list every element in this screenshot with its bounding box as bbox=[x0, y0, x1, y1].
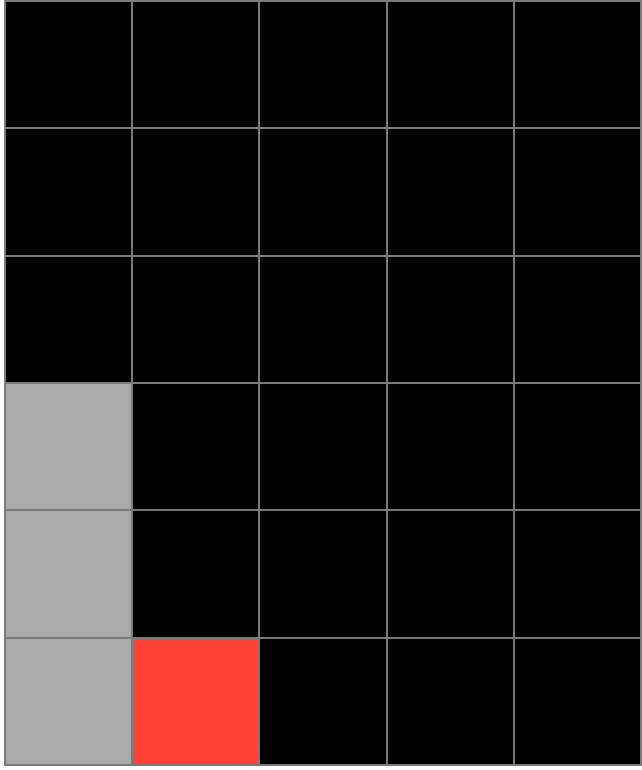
grid-cell-r3-c3[interactable] bbox=[387, 384, 513, 510]
grid-cell-r0-c0[interactable] bbox=[6, 2, 132, 128]
grid-cell-r0-c2[interactable] bbox=[260, 2, 386, 128]
grid-cell-r3-c1[interactable] bbox=[133, 384, 259, 510]
grid-cell-r0-c4[interactable] bbox=[514, 2, 640, 128]
grid-cell-r4-c0-gray[interactable] bbox=[6, 511, 132, 637]
grid-cell-r4-c1[interactable] bbox=[133, 511, 259, 637]
grid-cell-r3-c0-gray[interactable] bbox=[6, 384, 132, 510]
grid-cell-r5-c0-gray[interactable] bbox=[6, 638, 132, 764]
grid-cell-r5-c3[interactable] bbox=[387, 638, 513, 764]
grid-cell-r0-c3[interactable] bbox=[387, 2, 513, 128]
grid-cell-r1-c0[interactable] bbox=[6, 129, 132, 255]
grid-cell-r2-c2[interactable] bbox=[260, 256, 386, 382]
game-board bbox=[4, 0, 642, 766]
grid-cell-r3-c2[interactable] bbox=[260, 384, 386, 510]
grid-cell-r5-c4[interactable] bbox=[514, 638, 640, 764]
grid-cell-r4-c2[interactable] bbox=[260, 511, 386, 637]
grid-cell-r4-c3[interactable] bbox=[387, 511, 513, 637]
grid-cell-r1-c4[interactable] bbox=[514, 129, 640, 255]
grid-cell-r4-c4[interactable] bbox=[514, 511, 640, 637]
grid-cell-r2-c0[interactable] bbox=[6, 256, 132, 382]
grid-cell-r1-c1[interactable] bbox=[133, 129, 259, 255]
grid-cell-r2-c1[interactable] bbox=[133, 256, 259, 382]
grid-cell-r3-c4[interactable] bbox=[514, 384, 640, 510]
grid-cell-r5-c1-red[interactable] bbox=[133, 638, 259, 764]
grid-cell-r0-c1[interactable] bbox=[133, 2, 259, 128]
grid-cell-r5-c2[interactable] bbox=[260, 638, 386, 764]
grid-cell-r1-c3[interactable] bbox=[387, 129, 513, 255]
grid-cell-r2-c4[interactable] bbox=[514, 256, 640, 382]
grid-cell-r2-c3[interactable] bbox=[387, 256, 513, 382]
grid-cell-r1-c2[interactable] bbox=[260, 129, 386, 255]
